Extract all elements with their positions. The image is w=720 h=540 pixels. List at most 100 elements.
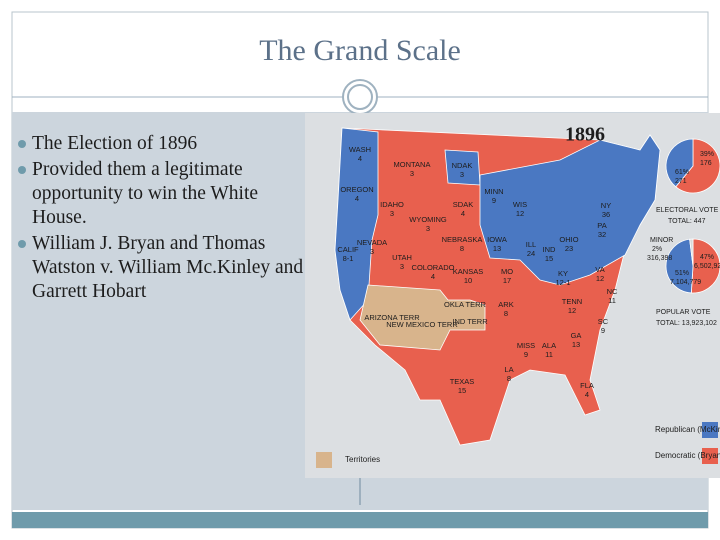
- state-label: ARK: [498, 300, 513, 309]
- legend-swatch: [316, 452, 332, 468]
- map-territories: [359, 284, 486, 351]
- state-votes: 3: [400, 262, 404, 271]
- state-label: VA: [595, 265, 604, 274]
- state-votes: 4: [355, 194, 359, 203]
- state-votes: 3: [426, 224, 430, 233]
- state-votes: 3: [370, 247, 374, 256]
- state-votes: 17: [503, 276, 511, 285]
- territory-label: ARIZONA TERR: [364, 313, 420, 322]
- state-votes: 12: [568, 306, 576, 315]
- state-label: MISS: [517, 341, 535, 350]
- legend-swatch: [702, 448, 718, 464]
- state-label: SDAK: [453, 200, 473, 209]
- state-votes: 9: [492, 196, 496, 205]
- state-label: SC: [598, 317, 609, 326]
- map-republican-east: [479, 134, 661, 286]
- state-votes: 3: [410, 169, 414, 178]
- state-votes: 13: [493, 244, 501, 253]
- territory-label: IND TERR: [452, 317, 488, 326]
- state-votes: 4: [461, 209, 465, 218]
- state-label: IND: [543, 245, 557, 254]
- pie-votes: 176: [700, 160, 712, 167]
- state-votes: 8: [460, 244, 464, 253]
- footer-bar: [12, 512, 708, 528]
- state-label: WASH: [349, 145, 371, 154]
- election-map: 1896WASH4OREGON4CALIF8-1NEVADA3IDAHO3MON…: [305, 113, 720, 478]
- state-votes: 15: [545, 254, 553, 263]
- state-label: OREGON: [340, 185, 373, 194]
- legend-label: Democratic (Bryan): [655, 451, 720, 460]
- pie-votes: 6,502,925: [694, 263, 720, 270]
- state-label: IDAHO: [380, 200, 404, 209]
- state-label: LA: [504, 365, 513, 374]
- state-votes: 8: [504, 309, 508, 318]
- map-republican-west: [334, 127, 379, 321]
- state-label: ILL: [526, 240, 536, 249]
- pie-slice: [665, 238, 694, 294]
- state-votes: 10: [464, 276, 472, 285]
- state-label: UTAH: [392, 253, 412, 262]
- territory-label: NEW MEXICO TERR: [386, 320, 458, 329]
- state-votes: 36: [602, 210, 610, 219]
- legend-label: Territories: [345, 455, 380, 464]
- state-votes: 11: [545, 350, 553, 359]
- state-label: MO: [501, 267, 513, 276]
- state-label: TEXAS: [450, 377, 475, 386]
- legend-swatch: [702, 422, 718, 438]
- state-label: NC: [607, 287, 618, 296]
- state-votes: 12-1: [555, 278, 570, 287]
- pie-percent: 39%: [700, 151, 714, 158]
- state-label: IOWA: [487, 235, 507, 244]
- bullet-item: William J. Bryan and Thomas Watston v. W…: [18, 232, 310, 304]
- pie-minor: MINOR: [650, 237, 673, 244]
- state-label: NDAK: [452, 161, 473, 170]
- state-label: FLA: [580, 381, 594, 390]
- pie-slice: [665, 138, 694, 188]
- state-votes: 12: [516, 209, 524, 218]
- state-label: OHIO: [559, 235, 578, 244]
- state-label: KANSAS: [453, 267, 483, 276]
- state-votes: 32: [598, 230, 606, 239]
- state-votes: 9: [524, 350, 528, 359]
- state-label: MINN: [484, 187, 503, 196]
- pie-percent: 47%: [700, 254, 714, 261]
- state-label: PA: [597, 221, 606, 230]
- pie-percent: 2%: [652, 246, 662, 253]
- pie-votes: 316,398: [647, 255, 672, 262]
- legend-label: Republican (McKinley): [655, 425, 720, 434]
- state-votes: 12: [596, 274, 604, 283]
- state-label: GA: [571, 331, 582, 340]
- state-label: KY: [558, 269, 568, 278]
- map-year: 1896: [565, 124, 605, 146]
- state-votes: 4: [431, 272, 435, 281]
- bullet-item: The Election of 1896: [18, 132, 310, 156]
- title-ornament-inner: [347, 84, 373, 110]
- state-label: TENN: [562, 297, 582, 306]
- bullet-list: The Election of 1896 Provided them a legi…: [18, 132, 310, 306]
- state-votes: 24: [527, 249, 535, 258]
- slide-title: The Grand Scale: [259, 34, 461, 67]
- pie-votes: 7,104,779: [670, 279, 701, 286]
- state-votes: 9: [601, 326, 605, 335]
- state-label: COLORADO: [412, 263, 455, 272]
- state-label: NEBRASKA: [442, 235, 483, 244]
- state-label: WYOMING: [409, 215, 447, 224]
- pie-title: ELECTORAL VOTE: [656, 207, 719, 214]
- state-votes: 4: [585, 390, 589, 399]
- state-votes: 13: [572, 340, 580, 349]
- state-label: WIS: [513, 200, 527, 209]
- state-votes: 4: [358, 154, 362, 163]
- pie-total: TOTAL: 13,923,102: [656, 320, 717, 327]
- state-label: ALA: [542, 341, 556, 350]
- pie-votes: 271: [675, 178, 687, 185]
- state-label: CALIF: [337, 245, 359, 254]
- state-votes: 23: [565, 244, 573, 253]
- pie-slice: [689, 238, 694, 267]
- state-votes: 3: [390, 209, 394, 218]
- pie-percent: 61%: [675, 169, 689, 176]
- state-votes: 11: [608, 296, 616, 305]
- state-votes: 15: [458, 386, 466, 395]
- bullet-item: Provided them a legitimate opportunity t…: [18, 158, 310, 230]
